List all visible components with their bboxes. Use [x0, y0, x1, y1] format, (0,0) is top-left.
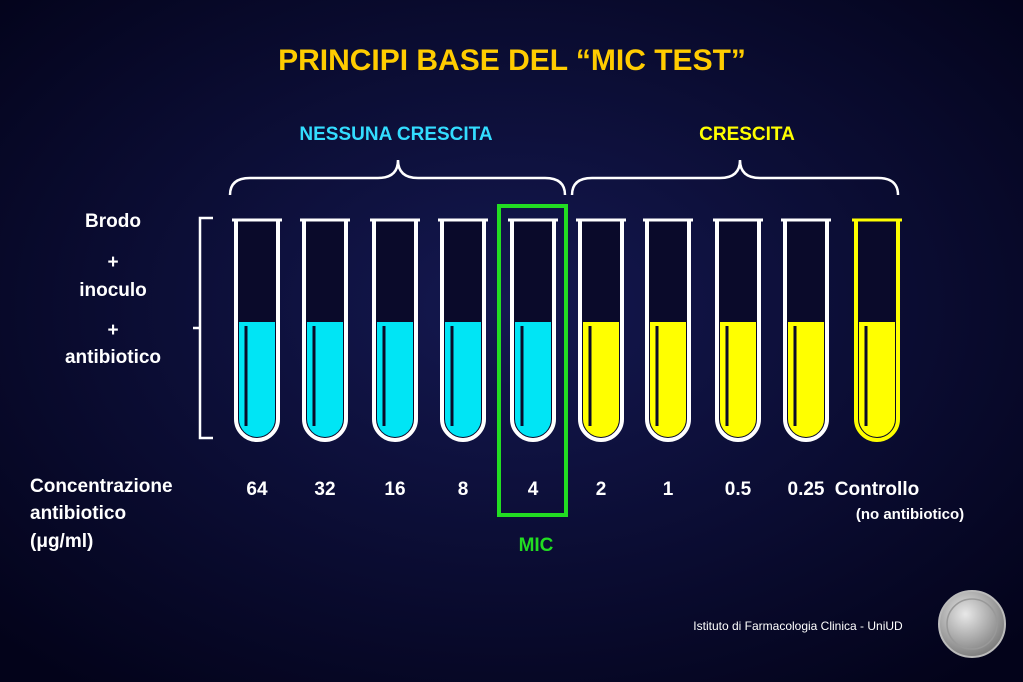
tubes	[232, 218, 902, 442]
tube-label: 0.5	[725, 479, 752, 500]
medium-label: inoculo	[79, 280, 147, 301]
tube-liquid	[515, 322, 551, 437]
medium-label: Brodo	[85, 211, 141, 232]
footer: Istituto di Farmacologia Clinica - UniUD	[693, 619, 903, 633]
tube-label: 0.25	[788, 479, 825, 500]
tube-outline	[510, 220, 556, 442]
concentration-label: antibiotico	[30, 503, 126, 524]
brace	[570, 159, 900, 196]
mic-label: MIC	[519, 535, 554, 556]
tube-outline	[715, 220, 761, 442]
tube-liquid	[788, 322, 824, 437]
tube-liquid	[583, 322, 619, 437]
medium-label: antibiotico	[65, 347, 161, 368]
mic-box	[497, 204, 568, 517]
tube-outline	[854, 220, 900, 442]
brace	[228, 159, 567, 196]
title: PRINCIPI BASE DEL “MIC TEST”	[278, 44, 746, 77]
tube-outline	[645, 220, 691, 442]
tube-note: (no antibiotico)	[856, 506, 964, 523]
tube-liquid	[377, 322, 413, 437]
tube-outline	[440, 220, 486, 442]
seal	[938, 590, 1006, 658]
tube-label: 8	[458, 479, 469, 500]
tube-outline	[578, 220, 624, 442]
group-label: NESSUNA CRESCITA	[299, 124, 492, 145]
tube-liquid	[307, 322, 343, 437]
concentration-label: (μg/ml)	[30, 531, 93, 552]
tube-outline	[234, 220, 280, 442]
tube-label: 64	[246, 479, 268, 500]
medium-label: +	[107, 320, 118, 341]
tube-label: 1	[663, 479, 674, 500]
tube-label: 32	[314, 479, 335, 500]
tube-liquid	[650, 322, 686, 437]
tube-liquid	[445, 322, 481, 437]
tube-outline	[372, 220, 418, 442]
bracket	[193, 216, 213, 440]
tube-label: 4	[528, 479, 539, 500]
tube-label: Controllo	[835, 479, 919, 500]
group-label: CRESCITA	[699, 124, 795, 145]
tube-liquid	[239, 322, 275, 437]
concentration-label: Concentrazione	[30, 476, 173, 497]
tube-outline	[302, 220, 348, 442]
tube-label: 2	[596, 479, 607, 500]
tube-outline	[783, 220, 829, 442]
medium-label: +	[107, 252, 118, 273]
seal-ring	[946, 598, 998, 650]
tube-liquid	[859, 322, 895, 437]
tube-liquid	[720, 322, 756, 437]
tube-label: 16	[384, 479, 405, 500]
